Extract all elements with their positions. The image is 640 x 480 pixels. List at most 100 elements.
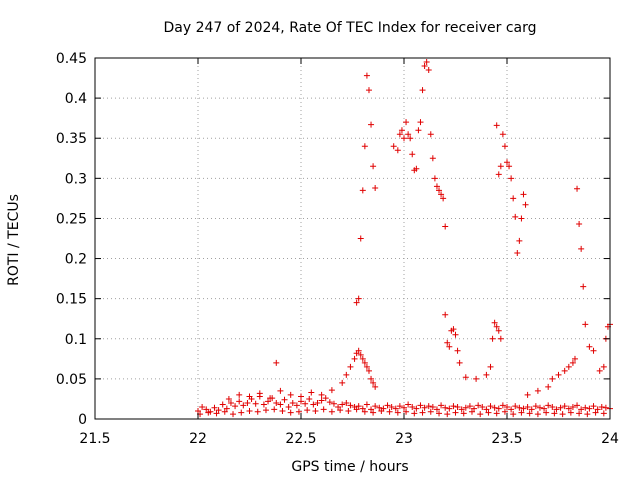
data-point: [592, 409, 599, 416]
data-point: [485, 409, 492, 416]
data-point: [368, 121, 375, 128]
data-point: [298, 393, 304, 400]
grid-layer: [95, 58, 610, 419]
data-point: [462, 404, 469, 411]
data-point: [246, 393, 253, 400]
data-point: [423, 59, 430, 66]
data-point: [308, 389, 315, 396]
data-point: [326, 399, 333, 406]
data-point: [561, 367, 568, 374]
data-point: [520, 191, 527, 198]
data-point: [335, 403, 342, 410]
data-point: [600, 410, 607, 417]
data-point: [365, 87, 372, 94]
y-tick-label: 0.1: [65, 332, 87, 348]
data-point: [569, 359, 576, 366]
data-point: [322, 395, 329, 402]
y-tick-label: 0: [78, 412, 87, 428]
data-point: [450, 326, 457, 333]
data-point: [427, 131, 434, 138]
data-point: [353, 406, 360, 413]
data-point: [454, 347, 461, 354]
data-point: [590, 403, 597, 410]
data-point: [262, 407, 269, 414]
data-point: [246, 407, 253, 414]
data-point: [499, 402, 506, 409]
x-tick-label: 24: [601, 431, 619, 447]
data-point: [574, 402, 581, 409]
data-point: [238, 409, 245, 416]
data-point: [438, 191, 445, 198]
y-tick-label: 0.3: [65, 171, 87, 187]
data-point: [450, 403, 457, 410]
x-axis-label: GPS time / hours: [291, 459, 408, 475]
data-point: [318, 397, 325, 404]
data-point: [425, 67, 432, 74]
data-point: [534, 411, 541, 418]
data-point: [489, 335, 496, 342]
data-point: [287, 409, 294, 416]
data-point: [339, 401, 346, 408]
data-point: [419, 409, 426, 416]
data-point: [452, 409, 459, 416]
data-point: [355, 295, 362, 302]
data-point: [394, 147, 401, 154]
data-point: [370, 409, 377, 416]
y-tick-label: 0.2: [65, 252, 87, 268]
data-point: [232, 403, 239, 410]
data-point: [425, 403, 432, 410]
data-point: [318, 391, 325, 398]
data-point: [320, 406, 327, 413]
data-point: [295, 408, 302, 415]
x-tick-label: 22.5: [285, 431, 316, 447]
data-point: [343, 399, 350, 406]
data-point: [223, 405, 230, 412]
data-point: [468, 408, 475, 415]
data-point: [491, 404, 498, 411]
data-point: [403, 408, 410, 415]
data-point: [524, 391, 531, 398]
data-point: [574, 185, 581, 192]
data-point: [355, 347, 362, 354]
data-point: [378, 407, 385, 414]
x-tick-label: 21.5: [79, 431, 110, 447]
data-point: [368, 406, 375, 413]
data-point: [417, 402, 424, 409]
data-point: [479, 403, 486, 410]
chart-title: Day 247 of 2024, Rate Of TEC Index for r…: [163, 20, 536, 36]
data-point: [580, 283, 587, 290]
data-point: [516, 237, 523, 244]
data-point: [359, 187, 366, 194]
y-tick-label: 0.15: [56, 292, 87, 308]
data-point: [252, 400, 259, 407]
data-point: [421, 63, 428, 70]
data-point: [508, 175, 515, 182]
plot-frame: [94, 57, 611, 420]
data-point: [310, 401, 317, 408]
data-point: [357, 235, 364, 242]
data-point: [396, 131, 403, 138]
data-point: [543, 409, 550, 416]
data-point: [361, 143, 368, 150]
data-point: [427, 408, 434, 415]
data-point: [559, 411, 566, 418]
data-point: [491, 319, 498, 326]
tick-labels-layer: 21.5 22 22.5 23 23.5 24 0 0.05 0.1 0.15 0.2 0.25 0.3…: [56, 51, 619, 447]
data-point: [302, 400, 309, 407]
points-layer: [195, 59, 613, 418]
data-point: [495, 405, 502, 412]
data-point: [584, 411, 591, 418]
data-point: [401, 135, 407, 142]
data-point: [368, 375, 375, 382]
data-point: [576, 410, 583, 417]
data-point: [508, 406, 515, 413]
data-point: [456, 359, 463, 366]
data-point: [429, 155, 436, 162]
data-point: [213, 410, 220, 417]
data-point: [403, 119, 410, 126]
data-point: [236, 398, 243, 405]
data-point: [510, 195, 517, 202]
data-point: [462, 374, 469, 381]
data-point: [477, 411, 484, 418]
data-point: [405, 401, 412, 408]
